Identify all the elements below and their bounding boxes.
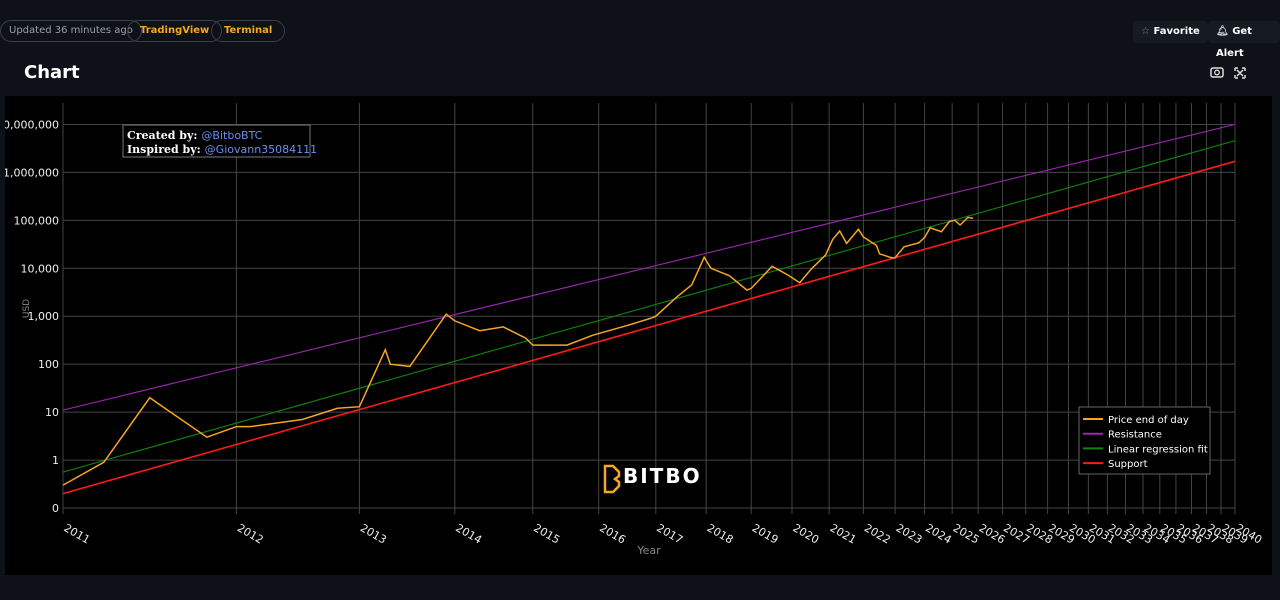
series-line xyxy=(62,140,1236,473)
y-tick-label: 1 xyxy=(52,454,59,467)
annotation-label: Created by: xyxy=(127,129,197,142)
logo-icon xyxy=(603,464,621,494)
legend-label: Support xyxy=(1108,459,1148,470)
legend-label: Resistance xyxy=(1108,430,1162,441)
favorite-button[interactable]: ☆ Favorite xyxy=(1133,21,1208,43)
annotation-text: Created by: @BitboBTC xyxy=(127,129,263,142)
y-tick-label: 10,000 xyxy=(21,262,60,275)
chart: 0 1 10 100 1,000 10,000 100,000 1,000,000 10,000… xyxy=(5,96,1272,575)
annotation-handle: @BitboBTC xyxy=(201,129,262,142)
label: Favorite xyxy=(1153,26,1200,37)
y-axis-title: USD xyxy=(22,299,32,318)
series-line xyxy=(62,123,1236,411)
legend: Price end of day Resistance Linear regress… xyxy=(1078,406,1211,475)
y-tick-label: 100,000 xyxy=(14,214,60,227)
annotation-label: Inspired by: xyxy=(127,143,201,156)
series-line xyxy=(62,160,1236,495)
annotation-box xyxy=(122,124,311,158)
annotation-text: Inspired by: @Giovann35084111 xyxy=(127,143,317,156)
section-title: Chart xyxy=(24,62,80,83)
x-axis-title: Year xyxy=(636,544,661,557)
watermark-text: BITBO xyxy=(623,464,702,488)
y-tick-label: 10,000,000 xyxy=(5,118,59,131)
watermark: BITBO xyxy=(603,464,702,494)
annotation-handle: @Giovann35084111 xyxy=(205,143,318,156)
y-tick-label: 1,000 xyxy=(28,310,60,323)
updated: Updated 36 minutes ago xyxy=(0,20,142,42)
label: Get Alert xyxy=(1216,26,1252,59)
y-tick-label: 1,000,000 xyxy=(5,166,59,179)
link[interactable]: TradingView xyxy=(127,20,223,42)
y-tick-label: 10 xyxy=(45,406,59,419)
link[interactable]: Terminal xyxy=(211,20,286,42)
series-line xyxy=(62,216,974,486)
legend-label: Price end of day xyxy=(1108,415,1189,426)
toolbar-icons[interactable] xyxy=(1210,66,1250,80)
y-tick-label: 100 xyxy=(38,358,59,371)
alert-button[interactable]: 🔔︎ Get Alert xyxy=(1208,21,1280,59)
legend-label: Linear regression fit xyxy=(1108,444,1208,455)
y-tick-label: 0 xyxy=(52,502,59,515)
